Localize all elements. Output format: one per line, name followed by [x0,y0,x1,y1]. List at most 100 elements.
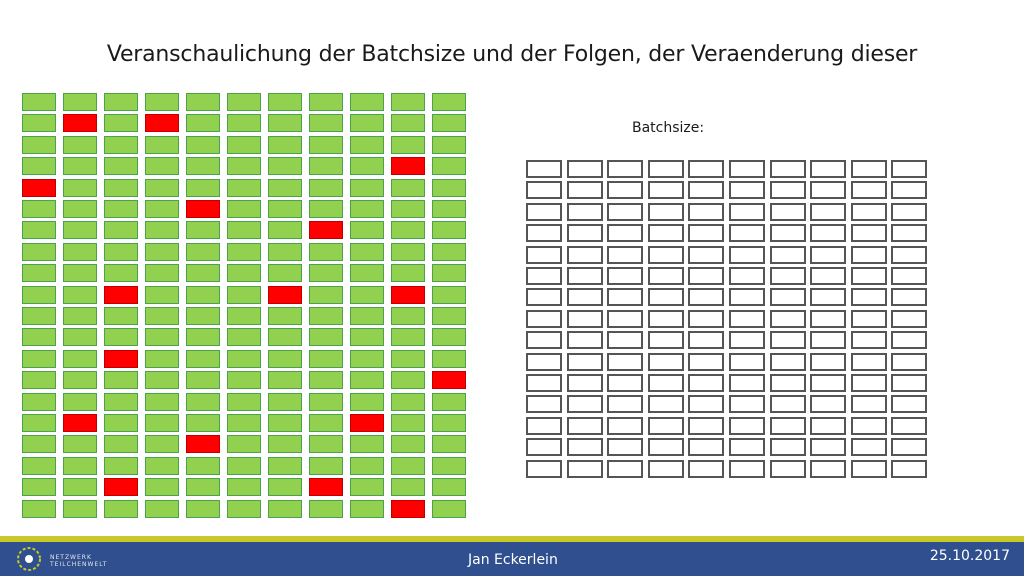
grid-cell [309,392,343,411]
grid-cell [227,392,261,411]
grid-cell [268,456,302,475]
batch-slot [729,202,765,221]
batch-slot [891,224,928,243]
grid-cell [432,285,466,304]
netzwerk-logo-icon [17,547,41,571]
grid-cell [186,456,220,475]
grid-cell [268,349,302,368]
grid-cell [104,178,138,197]
grid-cell [104,328,138,347]
grid-cell [350,307,384,325]
batch-slot [526,352,562,371]
grid-cell [145,93,179,111]
grid-cell [104,200,138,218]
batch-slot [526,288,562,307]
grid-cell [268,478,302,497]
batch-slot [769,374,806,392]
batch-slot [769,331,806,350]
batch-slot [688,438,725,457]
grid-cell [391,456,425,475]
grid-cell [186,242,220,261]
grid-cell [104,93,138,111]
batch-slot [810,374,847,392]
batch-slot [769,459,806,478]
grid-cell [63,478,97,497]
grid-cell [227,435,261,454]
batch-slot [891,309,928,328]
grid-cell [186,114,220,133]
batch-slot [729,416,765,435]
grid-cell [22,456,56,475]
batch-slot [607,395,644,414]
grid-cell [350,200,384,218]
batch-slot [647,160,684,178]
batch-slot [607,309,644,328]
grid-cell [227,478,261,497]
grid-cell-highlighted [186,435,220,454]
grid-cell [350,135,384,154]
grid-cell [391,349,425,368]
grid-cell [63,157,97,176]
logo-text-line2: TEILCHENWELT [50,561,108,568]
grid-cell [268,435,302,454]
grid-cell [186,349,220,368]
batch-slot [891,416,928,435]
batch-slot [688,181,725,200]
batch-slot [769,416,806,435]
grid-cell [268,221,302,240]
batch-slot [607,438,644,457]
grid-cell [145,499,179,518]
batch-slot [526,202,562,221]
grid-cell [391,435,425,454]
grid-cell [22,114,56,133]
grid-cell [104,242,138,261]
batch-slot [850,309,887,328]
grid-cell [145,371,179,390]
grid-cell-highlighted [391,499,425,518]
batch-slot [566,181,603,200]
batch-slot [647,309,684,328]
grid-cell [186,285,220,304]
grid-cell-highlighted [22,178,56,197]
batch-slot [607,160,644,178]
grid-cell [432,242,466,261]
grid-cell [391,478,425,497]
batch-slot [526,459,562,478]
grid-cell-highlighted [432,371,466,390]
grid-cell [309,371,343,390]
slide-title: Veranschaulichung der Batchsize und der … [106,42,918,67]
grid-cell-highlighted [104,285,138,304]
grid-cell [432,114,466,133]
grid-cell [186,135,220,154]
batch-slot [850,459,887,478]
grid-cell [22,349,56,368]
grid-cell [186,371,220,390]
presenter-name: Jan Eckerlein [468,552,558,568]
batch-slot [729,459,765,478]
grid-cell [145,435,179,454]
grid-cell [227,285,261,304]
batch-slot [850,202,887,221]
grid-cell [227,200,261,218]
grid-cell [309,456,343,475]
grid-cell [432,157,466,176]
grid-cell [391,307,425,325]
grid-cell [350,456,384,475]
grid-cell [350,392,384,411]
batch-slot [729,395,765,414]
batch-slot [688,416,725,435]
grid-cell [104,435,138,454]
grid-cell [268,93,302,111]
batch-slot [526,181,562,200]
grid-cell-highlighted [104,478,138,497]
batch-slot [566,395,603,414]
batch-slot [607,245,644,264]
grid-cell [350,178,384,197]
grid-cell [227,349,261,368]
grid-cell-highlighted [145,114,179,133]
grid-cell [268,499,302,518]
batch-slot [769,288,806,307]
grid-cell [350,478,384,497]
batch-slot [810,224,847,243]
grid-cell [268,157,302,176]
